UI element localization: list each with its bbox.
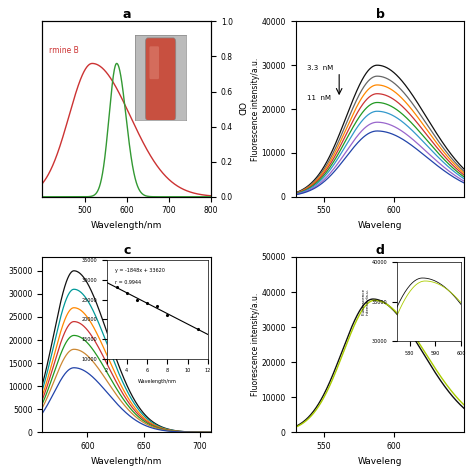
- Title: d: d: [375, 244, 384, 257]
- Y-axis label: OD: OD: [235, 102, 244, 116]
- X-axis label: Waveleng: Waveleng: [358, 221, 402, 230]
- Text: 11  nM: 11 nM: [307, 95, 331, 101]
- Text: 3.3  nM: 3.3 nM: [307, 64, 333, 71]
- Y-axis label: Fluorescence intensity/a.u.: Fluorescence intensity/a.u.: [251, 293, 260, 396]
- Title: b: b: [375, 9, 384, 21]
- Title: c: c: [123, 244, 130, 257]
- Title: a: a: [123, 9, 131, 21]
- X-axis label: Wavelength/nm: Wavelength/nm: [91, 456, 163, 465]
- Text: rmine B: rmine B: [49, 46, 79, 55]
- X-axis label: Wavelength/nm: Wavelength/nm: [91, 221, 163, 230]
- X-axis label: Waveleng: Waveleng: [358, 456, 402, 465]
- Y-axis label: Fluorescence intensity/a.u.: Fluorescence intensity/a.u.: [251, 57, 260, 161]
